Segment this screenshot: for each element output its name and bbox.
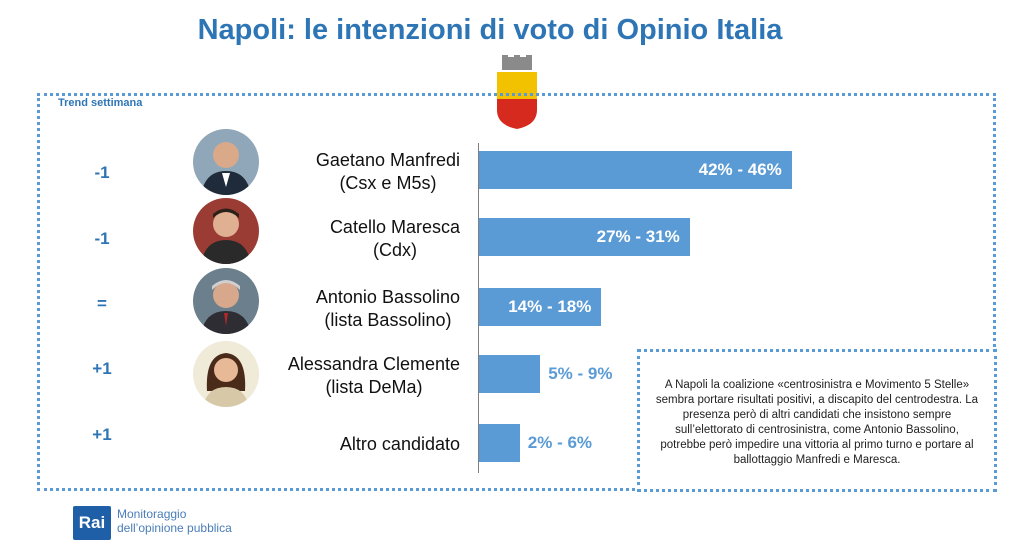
trend-value: +1	[92, 425, 112, 444]
chart-frame	[37, 93, 996, 491]
bar-mark	[479, 151, 792, 189]
bar-value-label: 2% - 6%	[527, 433, 593, 452]
bar-value-label: 14% - 18%	[508, 297, 592, 316]
chart-axis	[478, 143, 479, 473]
candidate-photo	[193, 129, 259, 195]
candidate-name: Gaetano Manfredi (Csx e M5s)	[315, 150, 460, 193]
footer-caption: Monitoraggio dell’opinione pubblica	[117, 507, 232, 535]
page-title: Napoli: le intenzioni di voto di Opinio …	[197, 14, 783, 46]
trend-value: =	[97, 294, 107, 313]
trend-title: Trend settimana	[58, 97, 143, 109]
candidate-name: Antonio Bassolino (lista Bassolino)	[315, 287, 460, 330]
commentary-box: A Napoli la coalizione «centrosinistra e…	[637, 349, 997, 492]
candidate-photo	[193, 268, 259, 334]
bar-mark	[479, 218, 690, 256]
bar-value-label: 42% - 46%	[698, 160, 782, 179]
trend-value: +1	[92, 359, 112, 378]
candidate-name: Alessandra Clemente (lista DeMa)	[287, 354, 460, 397]
commentary-text: A Napoli la coalizione «centrosinistra e…	[655, 379, 979, 466]
napoli-crest-icon	[497, 55, 537, 129]
bar-value-label: 5% - 9%	[548, 364, 613, 383]
candidate-name: Catello Maresca (Cdx)	[329, 217, 460, 260]
candidate-photo	[193, 198, 259, 264]
candidate-photo	[193, 341, 259, 407]
rai-logo: Rai	[73, 506, 111, 540]
bar-value-label: 27% - 31%	[596, 227, 680, 246]
trend-value: -1	[94, 163, 110, 182]
bar-mark	[479, 355, 541, 393]
bar-mark	[479, 424, 520, 462]
trend-value: -1	[94, 229, 110, 248]
candidate-name: Altro candidato	[339, 434, 460, 454]
bar-mark	[479, 288, 602, 326]
